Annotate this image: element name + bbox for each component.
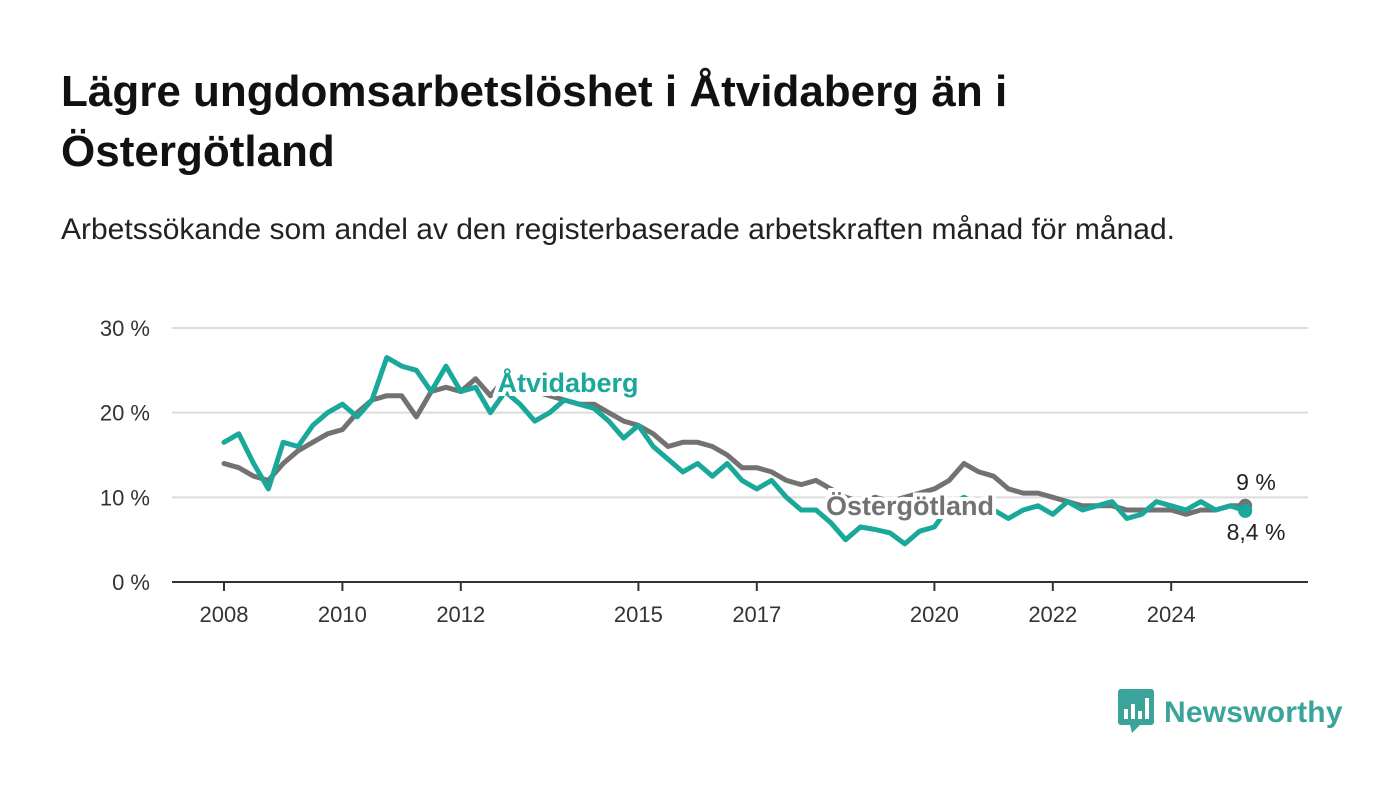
brand-name: Newsworthy bbox=[1164, 696, 1343, 729]
x-tick-label: 2015 bbox=[614, 602, 663, 627]
brand-logo: Newsworthy bbox=[1118, 688, 1343, 738]
x-axis-ticks: 2008 2010 2012 2015 2017 2020 2022 2024 bbox=[200, 582, 1196, 627]
series-lines bbox=[221, 355, 1253, 547]
x-tick-label: 2024 bbox=[1147, 602, 1196, 627]
newsworthy-logo-icon bbox=[1118, 688, 1154, 738]
y-tick-label: 0 % bbox=[112, 570, 150, 595]
chart-title: Lägre ungdomsarbetslöshet i Åtvidaberg ä… bbox=[61, 67, 1008, 176]
series-label-atvidaberg: Åtvidaberg bbox=[497, 367, 638, 398]
end-value-atvidaberg: 8,4 % bbox=[1227, 519, 1286, 545]
y-tick-label: 30 % bbox=[100, 316, 150, 341]
end-value-ostergotland: 9 % bbox=[1236, 469, 1276, 495]
x-tick-label: 2008 bbox=[200, 602, 249, 627]
gridlines bbox=[172, 327, 1308, 583]
x-tick-label: 2010 bbox=[318, 602, 367, 627]
x-tick-label: 2020 bbox=[910, 602, 959, 627]
series-label-ostergotland: Östergötland bbox=[826, 491, 994, 521]
line-chart: 0 % 10 % 20 % 30 % 2008 2010 2012 2015 2017 2020… bbox=[100, 316, 1308, 627]
x-tick-label: 2022 bbox=[1028, 602, 1077, 627]
x-tick-label: 2017 bbox=[732, 602, 781, 627]
y-tick-label: 20 % bbox=[100, 401, 150, 426]
series-end-point bbox=[1238, 503, 1253, 518]
x-tick-label: 2012 bbox=[436, 602, 485, 627]
chart-subtitle: Arbetssökande som andel av den registerb… bbox=[61, 213, 1175, 246]
y-axis-ticks: 0 % 10 % 20 % 30 % bbox=[100, 316, 150, 595]
series-line bbox=[221, 355, 1248, 547]
series-line bbox=[221, 376, 1248, 517]
y-tick-label: 10 % bbox=[100, 485, 150, 510]
series-labels: Åtvidaberg Östergötland 9 % 8,4 % bbox=[493, 363, 1286, 545]
